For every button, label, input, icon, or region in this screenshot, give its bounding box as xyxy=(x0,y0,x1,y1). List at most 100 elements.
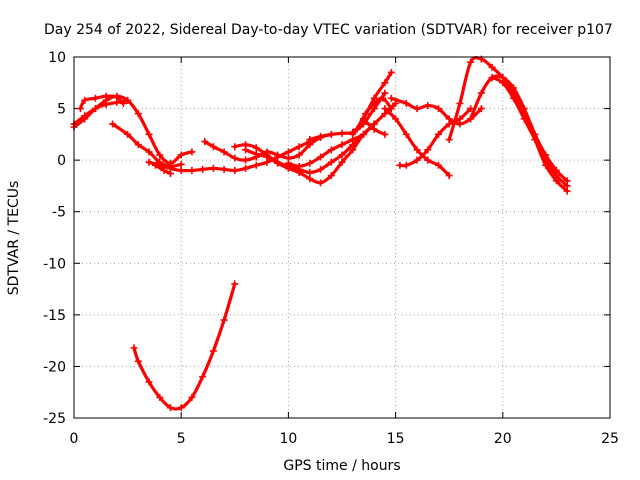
data-point xyxy=(145,148,153,156)
data-point xyxy=(306,136,314,144)
data-point xyxy=(220,316,228,324)
data-point xyxy=(370,125,378,133)
data-point xyxy=(381,105,389,113)
data-point xyxy=(242,156,250,164)
data-point xyxy=(338,151,346,159)
data-point xyxy=(327,130,335,138)
series-arc-21 xyxy=(132,282,237,411)
data-point xyxy=(413,146,421,154)
data-point xyxy=(381,130,389,138)
data-point xyxy=(392,115,400,123)
data-point xyxy=(387,94,395,102)
data-point xyxy=(317,165,325,173)
data-point xyxy=(242,164,250,172)
data-point xyxy=(456,120,464,128)
data-point xyxy=(145,158,153,166)
series-arc-3 xyxy=(72,94,194,165)
data-point xyxy=(134,110,142,118)
data-point xyxy=(295,162,303,170)
data-point xyxy=(434,105,442,113)
data-point xyxy=(317,153,325,161)
data-point xyxy=(520,115,528,123)
series-arc-19 xyxy=(469,74,569,183)
data-point xyxy=(327,146,335,154)
data-point xyxy=(242,146,250,154)
data-point xyxy=(209,164,217,172)
data-point xyxy=(201,138,209,146)
data-point xyxy=(552,172,560,180)
data-point xyxy=(424,156,432,164)
data-point xyxy=(338,129,346,137)
x-tick-label: 0 xyxy=(70,431,79,447)
data-point xyxy=(381,79,389,87)
data-point xyxy=(81,96,89,104)
data-point xyxy=(156,393,164,401)
data-point xyxy=(327,172,335,180)
ticks: 0 5 10 15 20 25 10 5 0 -5 -10 -15 -20 -25 xyxy=(43,50,619,447)
data-point xyxy=(295,143,303,151)
data-point xyxy=(317,179,325,187)
data-point xyxy=(387,68,395,76)
y-tick-label: 5 xyxy=(57,102,66,118)
plot-area xyxy=(70,55,571,412)
y-tick-label: -25 xyxy=(43,411,66,427)
data-point xyxy=(199,373,207,381)
data-point xyxy=(231,166,239,174)
data-point xyxy=(520,105,528,113)
data-point xyxy=(76,105,84,113)
data-point xyxy=(295,151,303,159)
data-point xyxy=(467,105,475,113)
data-point xyxy=(510,84,518,92)
y-tick-label: -15 xyxy=(43,308,66,324)
data-point xyxy=(338,158,346,166)
data-point xyxy=(252,144,260,152)
x-tick-label: 25 xyxy=(601,431,619,447)
data-point xyxy=(370,99,378,107)
y-tick-label: 10 xyxy=(48,50,66,66)
data-point xyxy=(231,143,239,151)
data-point xyxy=(145,130,153,138)
data-point xyxy=(124,96,132,104)
data-point xyxy=(434,161,442,169)
data-point xyxy=(231,280,239,288)
data-point xyxy=(199,165,207,173)
data-point xyxy=(284,148,292,156)
data-point xyxy=(177,404,185,412)
data-point xyxy=(467,58,475,66)
grid xyxy=(74,57,610,418)
data-point xyxy=(151,161,159,169)
data-point xyxy=(306,159,314,167)
data-point xyxy=(402,161,410,169)
data-point xyxy=(510,94,518,102)
data-point xyxy=(188,393,196,401)
y-tick-label: -20 xyxy=(43,359,66,375)
data-point xyxy=(349,130,357,138)
data-point xyxy=(274,159,282,167)
series-arc-20 xyxy=(490,76,569,188)
data-point xyxy=(113,92,121,100)
data-point xyxy=(353,125,361,133)
data-point xyxy=(445,115,453,123)
data-point xyxy=(488,74,496,82)
data-point xyxy=(177,151,185,159)
y-tick-label: -10 xyxy=(43,256,66,272)
data-point xyxy=(499,79,507,87)
data-point xyxy=(252,161,260,169)
data-point xyxy=(402,130,410,138)
data-point xyxy=(91,105,99,113)
data-point xyxy=(231,154,239,162)
x-tick-label: 10 xyxy=(279,431,297,447)
data-point xyxy=(413,156,421,164)
data-point xyxy=(130,344,138,352)
data-point xyxy=(542,156,550,164)
data-point xyxy=(359,130,367,138)
plot-frame xyxy=(73,56,611,419)
data-point xyxy=(379,94,387,102)
data-point xyxy=(209,143,217,151)
data-point xyxy=(177,166,185,174)
chart-title: Day 254 of 2022, Sidereal Day-to-day VTE… xyxy=(44,22,613,38)
data-point xyxy=(119,99,127,107)
data-point xyxy=(488,63,496,71)
data-point xyxy=(306,175,314,183)
data-point xyxy=(284,159,292,167)
